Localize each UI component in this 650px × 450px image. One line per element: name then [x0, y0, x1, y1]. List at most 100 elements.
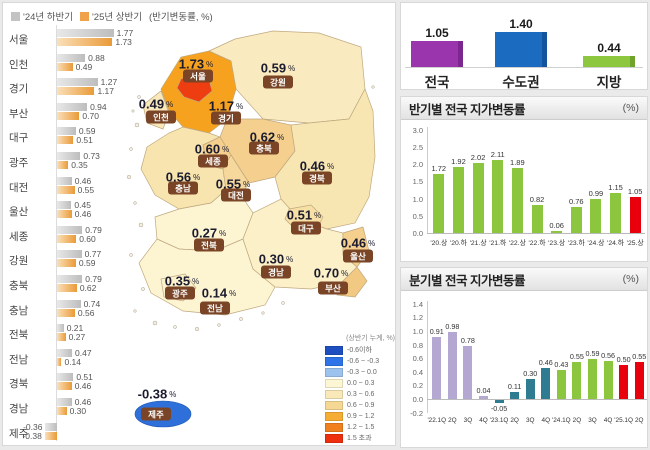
map-legend-label: 0.3 ~ 0.6 — [347, 390, 375, 398]
summary-category-label: 지방 — [596, 75, 622, 90]
hbar-bar-2024h2 — [57, 348, 73, 357]
hbar-value-label: 0.46 — [74, 381, 92, 392]
chart-value-label: 0.78 — [460, 335, 475, 345]
hbar-bar-2025h1 — [57, 284, 77, 292]
map-name-label-gangwon: 강원 — [270, 78, 286, 88]
x-axis-label: 3Q — [463, 417, 473, 424]
hbar-value-label: 0.47 — [75, 347, 92, 358]
y-axis-tick: 1.0 — [412, 327, 423, 336]
hbar-region-label: 강원 — [9, 255, 29, 268]
map-value-jeju: -0.38% — [138, 387, 177, 402]
hbar-bar-2024h2 — [57, 373, 74, 382]
map-name-label-jeonnam: 전남 — [207, 304, 223, 314]
map-value-gyeonggi: 1.17% — [209, 99, 243, 114]
map-legend-swatch — [325, 400, 343, 410]
chart-value-label: 0.43 — [554, 359, 569, 369]
y-axis-tick: -0.2 — [410, 408, 423, 418]
map-name-box-seoul — [183, 69, 213, 83]
chart-bar-'25.상 — [629, 196, 641, 233]
half-yearly-title: 반기별 전국 지가변동률 — [409, 102, 525, 117]
x-axis-label: '22.상 — [508, 240, 526, 247]
x-axis-label: 2Q — [634, 417, 644, 424]
map-legend-row: 1.5 초과 — [325, 433, 395, 443]
hbar-value-label: 0.49 — [75, 61, 93, 72]
hbar-bar-2025h1 — [57, 333, 66, 342]
hbar-bar-2025h1 — [57, 161, 69, 169]
summary-value: 1.05 — [425, 25, 449, 40]
quarterly-unit: (%) — [622, 273, 639, 285]
hbar-bar-2024h2 — [57, 102, 88, 111]
hbar-value-label: 1.73 — [115, 37, 132, 47]
map-legend-swatch — [325, 411, 343, 421]
island-decoration — [131, 109, 135, 113]
hbar-region-label: 부산 — [9, 107, 29, 120]
map-name-box-jeonbuk — [194, 238, 224, 252]
x-axis-label: '25.1Q — [614, 417, 633, 424]
map-name-label-gyeongnam: 경남 — [268, 268, 284, 278]
map-legend-label: 0.0 ~ 0.3 — [347, 379, 375, 387]
chart-value-label: 1.05 — [627, 186, 643, 196]
chart-bar-'22.1Q — [432, 337, 442, 399]
x-axis-label: '23.1Q — [489, 417, 509, 424]
chart-bar-'22.상 — [511, 167, 523, 233]
y-axis-tick: 1.4 — [412, 299, 423, 309]
hbar-bar-2024h2 — [57, 324, 64, 333]
map-name-label-incheon: 인천 — [153, 113, 169, 123]
hbar-bar-2025h1 — [44, 431, 57, 440]
map-legend-swatch — [325, 345, 343, 355]
hbar-bar-2024h2 — [57, 299, 81, 308]
hbar-value-label: 0.79 — [85, 224, 102, 235]
chart-bar-'23.하 — [570, 206, 582, 233]
summary-baseline — [405, 67, 643, 68]
hbar-value-label: 1.77 — [116, 28, 134, 38]
island-decoration — [239, 317, 243, 321]
chart-value-label: 1.72 — [431, 163, 447, 173]
y-axis-tick: 1.2 — [412, 313, 423, 323]
chart-bar-'24.1Q — [556, 369, 566, 399]
chart-value-label: 0.46 — [538, 357, 553, 367]
y-axis-tick: 2.0 — [412, 160, 423, 169]
quarterly-title: 분기별 전국 지가변동률 — [409, 273, 525, 288]
hbar-region-label: 경남 — [9, 403, 29, 415]
island-decoration — [134, 122, 140, 128]
chart-value-label: 0.82 — [529, 194, 545, 204]
y-axis-tick: 2.5 — [412, 142, 423, 152]
hbar-value-label: 0.73 — [83, 151, 100, 161]
hbar-bar-2025h1 — [57, 210, 72, 219]
summary-bar-전국 — [411, 40, 463, 67]
hbar-bar-2025h1 — [57, 357, 62, 366]
hbar-value-label: 0.30 — [69, 406, 87, 416]
chart-value-label: 1.15 — [608, 183, 623, 193]
y-axis-tick: 0.0 — [412, 395, 423, 404]
korea-map: 1.73 %서울0.49 %인천1.17 %경기0.59 %강원0.62 %충북0.60%… — [126, 30, 376, 428]
hbar-region-label: 인천 — [9, 58, 29, 71]
chart-value-label: 0.30 — [523, 368, 538, 378]
chart-value-label: 0.11 — [507, 381, 522, 391]
hbar-value-label: 0.45 — [74, 200, 91, 211]
x-axis-label: '22.하 — [528, 240, 546, 247]
x-axis-label: 4Q — [603, 417, 613, 424]
hbar-bar-2025h1 — [57, 234, 77, 243]
hbar-bar-2024h2 — [57, 201, 72, 210]
hbar-region-label: 충북 — [9, 280, 29, 292]
map-color-legend: (상반기 누계, %) -0.6이하 -0.6 ~ -0.3 -0.3 ~ 0.0 0… — [325, 333, 395, 444]
x-axis-label: '20.하 — [449, 240, 467, 247]
map-name-box-chungnam — [168, 181, 198, 195]
chart-value-label: 0.55 — [632, 351, 647, 361]
island-decoration — [133, 201, 137, 205]
x-axis-label: '22.1Q — [427, 417, 447, 424]
island-decoration — [137, 95, 141, 99]
half-yearly-chart-panel: 반기별 전국 지가변동률 (%) 0.0 0.5 1.0 1.5 2.0 2.5 3.0 1.… — [400, 96, 648, 262]
chart-value-label: 0.76 — [568, 196, 584, 206]
map-legend-swatch — [325, 367, 343, 377]
hbar-value-label: 0.79 — [85, 274, 102, 284]
map-legend-swatch — [325, 389, 343, 399]
hbar-bar-2025h1 — [57, 87, 95, 96]
y-axis-line — [427, 300, 428, 413]
legend-swatch-gray — [11, 11, 20, 21]
quarterly-header: 분기별 전국 지가변동률 (%) — [401, 268, 647, 291]
hbar-value-label: 0.70 — [82, 110, 99, 121]
legend-note: (반기변동률, %) — [148, 12, 213, 23]
map-name-label-gyeonggi: 경기 — [218, 114, 234, 124]
chart-value-label: 2.11 — [490, 150, 505, 160]
